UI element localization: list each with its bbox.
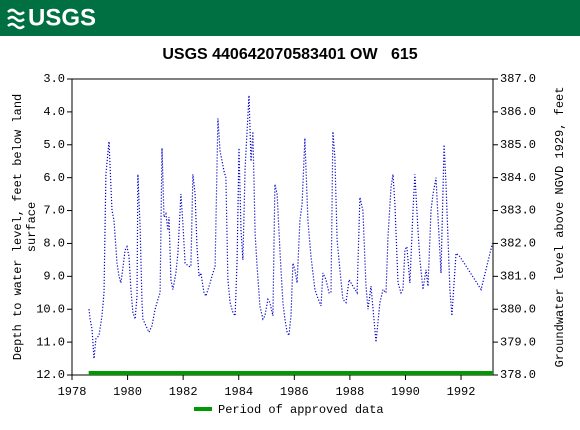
approved-period-bar bbox=[88, 371, 493, 375]
plot-frame bbox=[71, 78, 494, 376]
y-tick-label: 3.0 bbox=[43, 72, 65, 86]
x-tick-label: 1978 bbox=[58, 385, 87, 399]
y-tick-label: 8.0 bbox=[43, 237, 65, 251]
y2-tick-label: 387.0 bbox=[500, 72, 536, 86]
y2-axis-label: Groundwater level above NGVD 1929, feet bbox=[553, 87, 567, 368]
header-bar bbox=[0, 0, 580, 36]
x-tick-label: 1990 bbox=[391, 385, 420, 399]
x-tick-label: 1984 bbox=[224, 385, 253, 399]
y2-tick-label: 380.0 bbox=[500, 302, 536, 316]
chart-title: USGS 440642070583401 OW 615 bbox=[162, 46, 417, 63]
data-line bbox=[88, 95, 493, 359]
y2-tick-label: 381.0 bbox=[500, 270, 536, 284]
y-tick-label: 5.0 bbox=[43, 138, 65, 152]
x-tick-label: 1982 bbox=[169, 385, 198, 399]
logo-text: USGS bbox=[28, 4, 96, 31]
y-axis-label: Depth to water level, feet below land bbox=[11, 94, 25, 360]
x-tick-label: 1986 bbox=[280, 385, 309, 399]
y2-tick-label: 386.0 bbox=[500, 105, 536, 119]
x-tick-label: 1980 bbox=[113, 385, 142, 399]
y-tick-label: 7.0 bbox=[43, 204, 65, 218]
x-tick-label: 1988 bbox=[335, 385, 364, 399]
y2-tick-label: 384.0 bbox=[500, 171, 536, 185]
y2-tick-label: 379.0 bbox=[500, 335, 536, 349]
y2-tick-label: 382.0 bbox=[500, 237, 536, 251]
x-tick-label: 1992 bbox=[447, 385, 476, 399]
usgs-logo-mark bbox=[7, 8, 25, 30]
y-tick-label: 12.0 bbox=[36, 368, 65, 382]
y-tick-label: 6.0 bbox=[43, 171, 65, 185]
y2-tick-label: 385.0 bbox=[500, 138, 536, 152]
y-tick-label: 11.0 bbox=[36, 335, 65, 349]
y2-tick-label: 383.0 bbox=[500, 204, 536, 218]
y2-tick-label: 378.0 bbox=[500, 368, 536, 382]
y-tick-label: 10.0 bbox=[36, 302, 65, 316]
legend-swatch bbox=[194, 407, 212, 411]
legend-label: Period of approved data bbox=[218, 403, 384, 417]
y-tick-label: 4.0 bbox=[43, 105, 65, 119]
y-axis-label: surface bbox=[25, 202, 39, 252]
y-tick-label: 9.0 bbox=[43, 270, 65, 284]
